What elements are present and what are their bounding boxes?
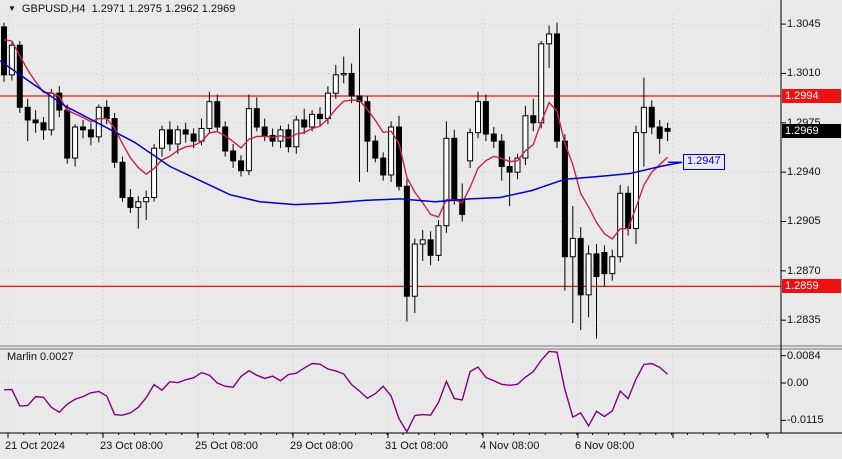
indicator-name-label: Marlin 0.0027 (7, 351, 74, 363)
price-tick-label: 1.2905 (787, 215, 821, 228)
indicator-tick-label: 0.0084 (787, 349, 821, 362)
price-tick-label: 1.2835 (787, 314, 821, 327)
indicator-tick-label: -0.0115 (787, 414, 824, 427)
level-price-label-upper: 1.2994 (782, 89, 841, 103)
symbol-dropdown-icon[interactable]: ▼ (8, 4, 16, 13)
price-tick-label: 1.3045 (787, 18, 821, 31)
time-axis-label: 6 Nov 08:00 (575, 440, 635, 452)
time-axis-label: 29 Oct 08:00 (290, 440, 353, 452)
price-tick-label: 1.3010 (787, 67, 821, 80)
price-tick-label: 1.2975 (787, 116, 821, 129)
indicator-tick-label: 0.00 (787, 377, 809, 389)
symbol-period-label: GBPUSD,H4 (21, 3, 86, 15)
current-price-label: 1.2969 (782, 124, 841, 139)
time-axis-label: 31 Oct 08:00 (385, 440, 448, 452)
price-tick-label: 1.2870 (787, 264, 821, 277)
pane-separator[interactable] (0, 344, 781, 350)
price-tick-label: 1.2940 (787, 166, 821, 179)
time-axis-label: 4 Nov 08:00 (480, 440, 540, 452)
level-price-label-lower: 1.2859 (782, 279, 841, 294)
header-ohlc-values: 1.2971 1.2975 1.2962 1.2969 (91, 3, 236, 15)
time-axis-label: 23 Oct 08:00 (100, 440, 163, 452)
ma-value-label: 1.2947 (683, 154, 725, 171)
chart-header: ▼ GBPUSD,H4 1.2971 1.2975 1.2962 1.2969 (8, 3, 235, 15)
time-axis-label: 21 Oct 2024 (5, 440, 65, 452)
time-axis-label: 25 Oct 08:00 (195, 440, 258, 452)
